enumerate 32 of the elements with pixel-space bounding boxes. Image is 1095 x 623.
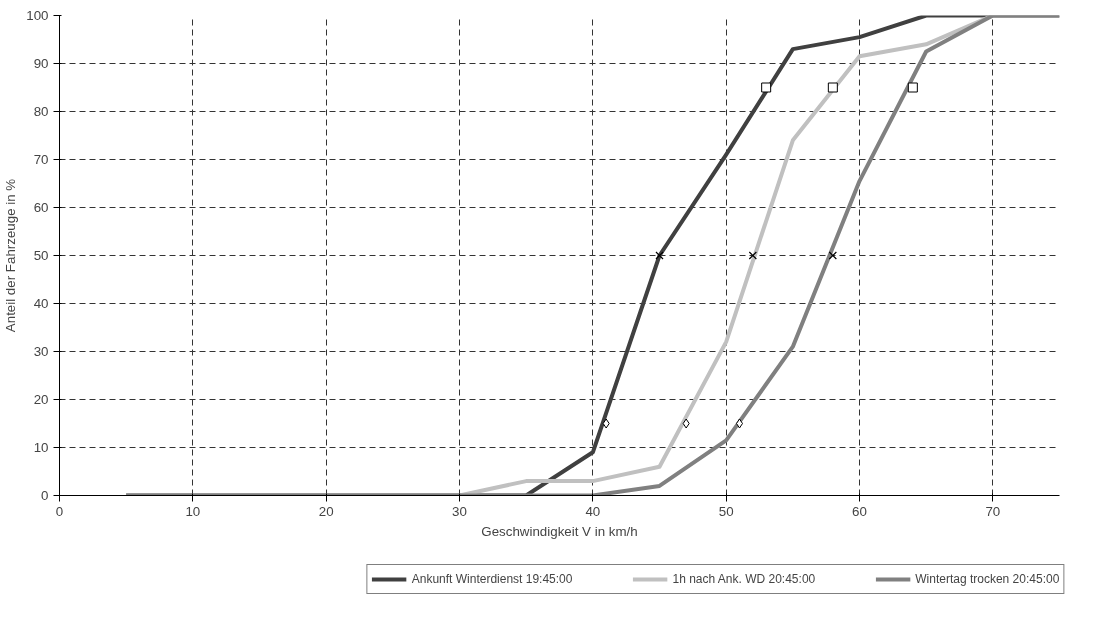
- legend-label: 1h nach Ank. WD 20:45:00: [672, 571, 816, 586]
- y-tick-label: 30: [33, 344, 49, 359]
- y-tick-label: 70: [33, 152, 49, 167]
- x-tick-label: 60: [852, 503, 867, 519]
- point: [907, 82, 918, 93]
- point: [827, 82, 838, 93]
- y-tick-label: 40: [33, 296, 49, 311]
- x-tick-label: 20: [318, 503, 334, 519]
- x-tick-label: 50: [718, 503, 734, 519]
- x-tick-label: 10: [185, 503, 201, 519]
- y-tick-label: 0: [41, 488, 49, 503]
- point: [655, 251, 664, 260]
- x-axis-title: Geschwindigkeit V in km/h: [481, 523, 638, 539]
- y-tick-label: 10: [33, 440, 49, 455]
- y-tick-label: 90: [33, 56, 49, 71]
- x-tick-label: 30: [452, 503, 467, 519]
- y-tick-label: 80: [33, 104, 49, 119]
- y-tick-label: 50: [33, 248, 49, 263]
- y-tick-label: 20: [33, 392, 49, 407]
- x-tick-label: 0: [55, 503, 64, 519]
- x-tick-label: 40: [585, 503, 601, 519]
- legend-label: Ankunft Winterdienst 19:45:00: [411, 571, 573, 586]
- y-tick-label: 100: [26, 8, 49, 23]
- point: [602, 418, 610, 429]
- legend-label: Wintertag trocken 20:45:00: [915, 571, 1060, 586]
- point: [748, 251, 757, 260]
- y-tick-label: 60: [33, 200, 49, 215]
- point: [828, 251, 837, 260]
- x-tick-label: 70: [985, 503, 1001, 519]
- point: [761, 82, 772, 93]
- y-axis-title: Anteil der Fahrzeuge in %: [3, 178, 19, 333]
- point: [682, 418, 690, 429]
